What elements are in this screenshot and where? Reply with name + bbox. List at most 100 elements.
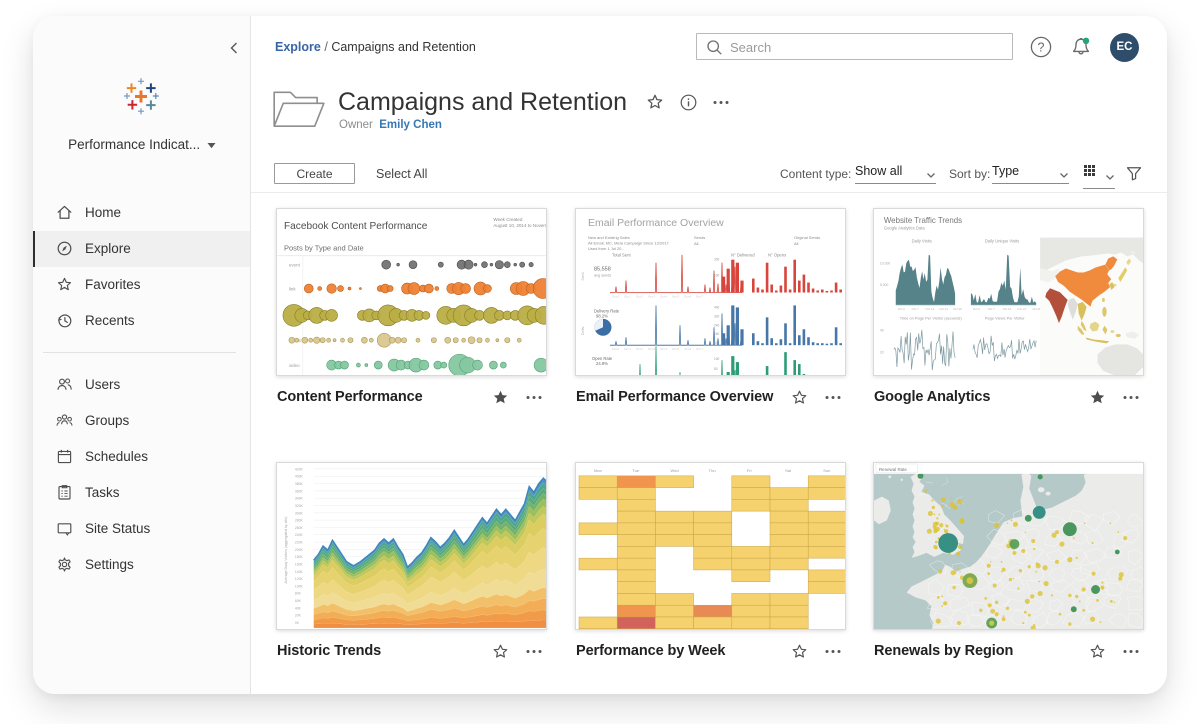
svg-text:200: 200 (714, 258, 720, 262)
svg-text:Oct 7: Oct 7 (988, 307, 995, 311)
svg-text:Oct 21: Oct 21 (1017, 307, 1026, 311)
svg-text:Posts by Type and Date: Posts by Type and Date (284, 244, 364, 253)
svg-text:Renewal Rate: Renewal Rate (879, 467, 907, 472)
svg-text:98.2%: 98.2% (596, 313, 608, 318)
svg-text:Oct 1: Oct 1 (624, 347, 631, 351)
svg-text:5,000: 5,000 (880, 283, 889, 287)
svg-text:N° Opens: N° Opens (768, 253, 786, 258)
svg-text:260K: 260K (295, 526, 304, 530)
svg-text:Page Views Per Visitor: Page Views Per Visitor (985, 316, 1026, 321)
svg-text:Oct 2: Oct 2 (636, 294, 643, 298)
svg-text:80K: 80K (295, 592, 302, 596)
svg-text:Oct 5: Oct 5 (672, 347, 679, 351)
svg-text:New and Existing Sales: New and Existing Sales (588, 235, 630, 240)
svg-text:60K: 60K (295, 599, 302, 603)
svg-text:180K: 180K (295, 555, 304, 559)
svg-text:video: video (289, 363, 300, 368)
svg-text:100: 100 (714, 274, 720, 278)
svg-text:400K: 400K (295, 475, 304, 479)
svg-text:0K: 0K (295, 621, 300, 625)
svg-text:Google Analytics Data: Google Analytics Data (884, 226, 925, 231)
svg-text:Email Performance Overview: Email Performance Overview (588, 218, 724, 229)
svg-text:Fri: Fri (747, 468, 752, 473)
svg-text:avg sends: avg sends (594, 274, 611, 278)
svg-text:380K: 380K (295, 482, 304, 486)
svg-text:240: 240 (714, 323, 720, 327)
svg-text:20: 20 (880, 350, 884, 354)
svg-text:160K: 160K (295, 562, 304, 566)
svg-text:August 10, 2014 to Novemb: August 10, 2014 to Novemb (493, 223, 547, 228)
svg-text:280K: 280K (295, 519, 304, 523)
svg-text:360K: 360K (295, 489, 304, 493)
svg-text:80: 80 (714, 341, 718, 345)
svg-text:Oct 3: Oct 3 (648, 294, 655, 298)
svg-text:Time on Page Per Visitor (seco: Time on Page Per Visitor (seconds) (900, 316, 963, 321)
svg-text:Oct 28: Oct 28 (953, 307, 962, 311)
svg-text:link: link (289, 287, 296, 292)
svg-text:Daily Visits: Daily Visits (912, 239, 932, 244)
svg-text:Oct 1: Oct 1 (624, 294, 631, 298)
svg-text:Thu: Thu (709, 468, 716, 473)
svg-text:Oct 6: Oct 6 (684, 347, 691, 351)
svg-text:50: 50 (714, 367, 718, 371)
svg-text:event: event (289, 263, 301, 268)
svg-text:Oct 5: Oct 5 (672, 294, 679, 298)
svg-text:400: 400 (714, 305, 720, 309)
svg-text:Oct 7: Oct 7 (696, 294, 703, 298)
svg-text:Oct 7: Oct 7 (912, 307, 919, 311)
svg-text:240K: 240K (295, 533, 304, 537)
svg-text:24.8%: 24.8% (596, 361, 608, 366)
svg-text:Original Sends: Original Sends (794, 235, 820, 240)
svg-text:Oct 3: Oct 3 (648, 347, 655, 351)
svg-text:Tue: Tue (632, 468, 640, 473)
svg-text:Facebook Content Performance: Facebook Content Performance (284, 221, 428, 232)
svg-text:Daily Unique Visits: Daily Unique Visits (985, 239, 1019, 244)
svg-text:200K: 200K (295, 548, 304, 552)
svg-text:85,558: 85,558 (594, 267, 611, 273)
svg-text:Oct 21: Oct 21 (939, 307, 948, 311)
svg-text:10,000: 10,000 (880, 261, 890, 265)
svg-text:Total Sent: Total Sent (612, 253, 631, 258)
svg-text:?: ? (1038, 40, 1045, 54)
svg-text:320K: 320K (295, 504, 304, 508)
svg-text:120K: 120K (295, 577, 304, 581)
svg-text:140K: 140K (295, 570, 304, 574)
svg-text:100: 100 (714, 357, 720, 361)
svg-text:All Email, MC, Meta Campaign S: All Email, MC, Meta Campaign Since 12/20… (588, 240, 669, 245)
svg-text:Oct 2: Oct 2 (636, 347, 643, 351)
svg-text:Sent: Sent (580, 272, 585, 281)
svg-text:Week Created: Week Created (493, 217, 522, 222)
svg-text:Oct 0: Oct 0 (973, 307, 980, 311)
svg-text:Sat: Sat (785, 468, 792, 473)
svg-text:Oct 7: Oct 7 (696, 347, 703, 351)
svg-text:Average Daily Visitors (aggreg: Average Daily Visitors (aggregated by si… (284, 517, 288, 584)
svg-text:Oct 0: Oct 0 (612, 347, 619, 351)
svg-text:300K: 300K (295, 511, 304, 515)
svg-text:Wed: Wed (671, 468, 679, 473)
svg-text:Oct 14: Oct 14 (1003, 307, 1012, 311)
svg-text:20K: 20K (295, 614, 302, 618)
svg-text:Sun: Sun (823, 468, 830, 473)
svg-text:All: All (694, 241, 699, 246)
svg-text:Oct 6: Oct 6 (684, 294, 691, 298)
svg-text:Sends: Sends (694, 235, 705, 240)
svg-text:340K: 340K (295, 497, 304, 501)
svg-text:40K: 40K (295, 606, 302, 610)
svg-text:Oct 28: Oct 28 (1032, 307, 1041, 311)
svg-text:Oct 4: Oct 4 (660, 347, 667, 351)
svg-text:420K: 420K (295, 467, 304, 471)
svg-text:0: 0 (716, 290, 718, 294)
svg-text:Oct 14: Oct 14 (925, 307, 934, 311)
svg-text:Website Traffic Trends: Website Traffic Trends (884, 216, 962, 225)
svg-text:Deliv: Deliv (580, 326, 585, 335)
svg-text:All: All (794, 241, 799, 246)
svg-text:100K: 100K (295, 584, 304, 588)
svg-text:Delivery Rate: Delivery Rate (594, 308, 620, 313)
svg-text:Oct 0: Oct 0 (898, 307, 905, 311)
svg-text:Open Rate: Open Rate (592, 356, 613, 361)
svg-text:Mon: Mon (594, 468, 602, 473)
svg-text:Oct 4: Oct 4 (660, 294, 667, 298)
svg-text:Oct 0: Oct 0 (612, 294, 619, 298)
svg-text:220K: 220K (295, 541, 304, 545)
svg-text:160: 160 (714, 332, 720, 336)
